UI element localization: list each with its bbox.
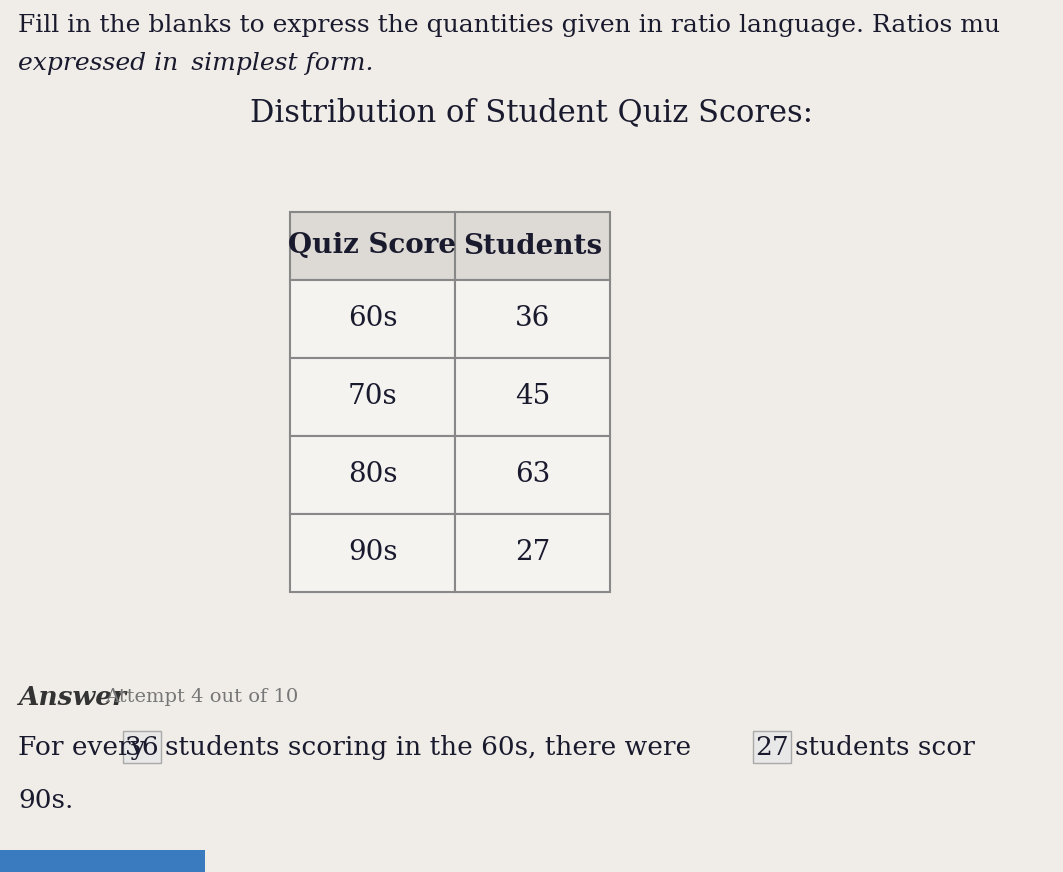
Text: 27: 27: [514, 540, 551, 567]
Bar: [290, 514, 455, 592]
Text: expressed in  simplest form.: expressed in simplest form.: [18, 52, 373, 75]
Bar: [455, 358, 610, 436]
Bar: [455, 514, 610, 592]
Text: 63: 63: [514, 461, 551, 488]
Text: For every: For every: [18, 734, 146, 760]
Text: students scor: students scor: [795, 734, 975, 760]
Text: Attempt 4 out of 10: Attempt 4 out of 10: [105, 688, 299, 706]
Bar: [753, 731, 791, 763]
Text: Quiz Score: Quiz Score: [288, 233, 457, 260]
Text: 45: 45: [514, 384, 551, 411]
Text: Students: Students: [463, 233, 602, 260]
Text: 60s: 60s: [348, 305, 398, 332]
Text: Distribution of Student Quiz Scores:: Distribution of Student Quiz Scores:: [250, 97, 812, 128]
Text: 36: 36: [514, 305, 551, 332]
Bar: [290, 436, 455, 514]
Bar: [290, 280, 455, 358]
Text: 70s: 70s: [348, 384, 398, 411]
Bar: [123, 731, 161, 763]
Bar: [455, 280, 610, 358]
Text: students scoring in the 60s, there were: students scoring in the 60s, there were: [165, 734, 691, 760]
Text: 90s.: 90s.: [18, 787, 73, 813]
Text: 36: 36: [125, 734, 158, 760]
Bar: [455, 436, 610, 514]
Bar: [290, 212, 610, 280]
Text: 80s: 80s: [348, 461, 398, 488]
Text: 90s: 90s: [348, 540, 398, 567]
Text: Fill in the blanks to express the quantities given in ratio language. Ratios mu: Fill in the blanks to express the quanti…: [18, 14, 1000, 37]
Text: Answer: Answer: [18, 685, 125, 710]
Bar: [0, 850, 205, 872]
Text: 27: 27: [755, 734, 789, 760]
Bar: [290, 358, 455, 436]
